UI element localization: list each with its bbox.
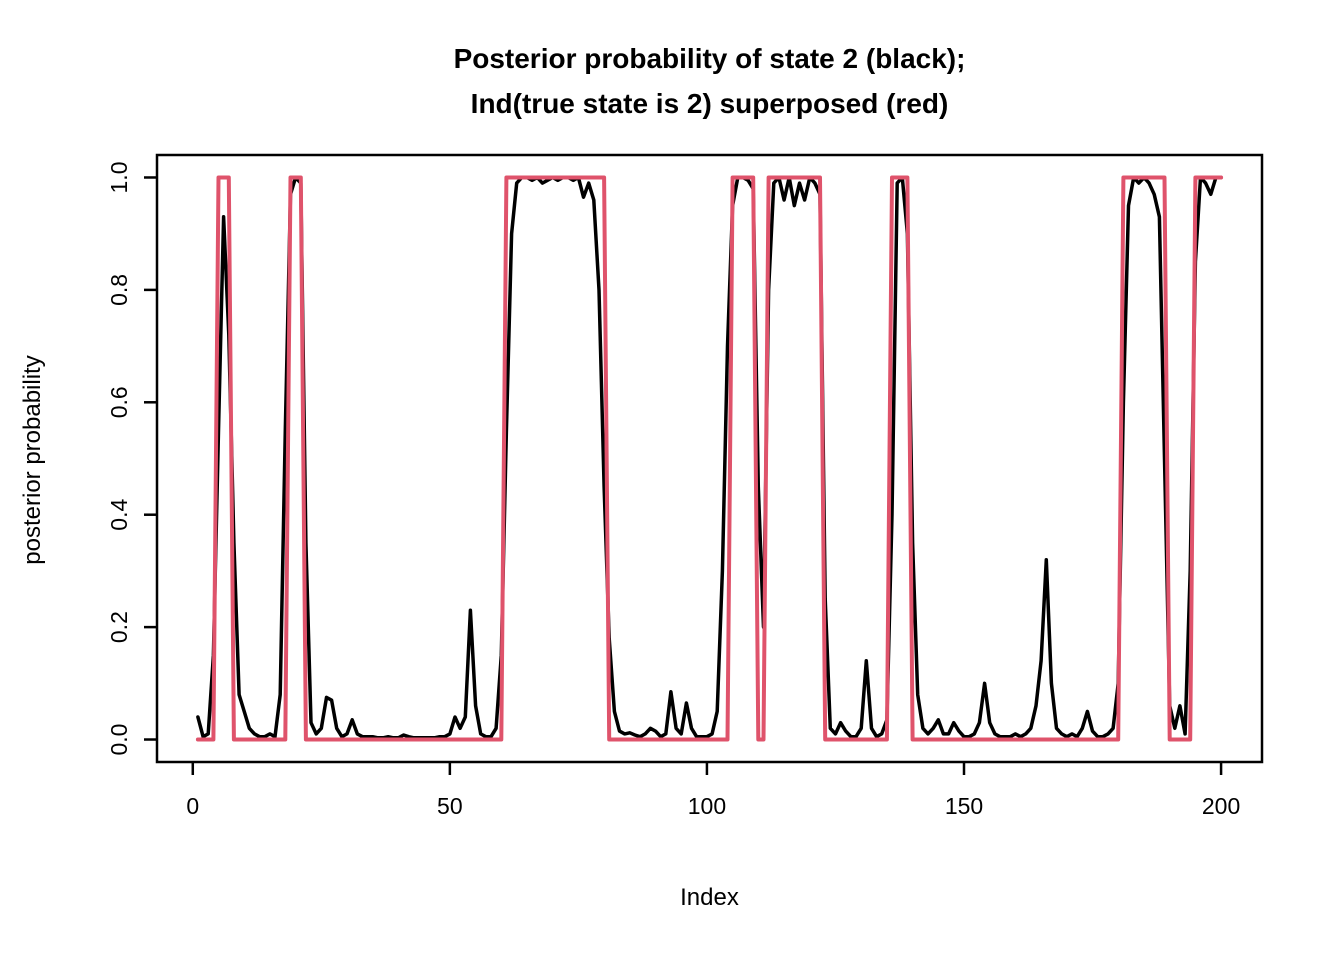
y-axis-tick-label: 0.4 <box>106 499 132 531</box>
plot-box <box>155 153 1264 764</box>
y-axis-tick-label: 0.0 <box>106 724 132 756</box>
x-axis-title: Index <box>680 884 739 911</box>
true-state-indicator-line <box>195 175 1224 742</box>
y-axis-tick-label: 0.2 <box>106 611 132 643</box>
x-axis-tick-label: 150 <box>945 793 983 819</box>
x-axis-tick-label: 0 <box>186 793 199 819</box>
y-axis-tick-label: 1.0 <box>106 161 132 193</box>
x-axis-tick-label: 50 <box>437 793 463 819</box>
chart-title: Posterior probability of state 2 (black)… <box>157 36 1262 126</box>
chart-title-line-2: Ind(true state is 2) superposed (red) <box>470 88 949 119</box>
posterior-probability-line <box>196 175 1223 740</box>
chart-title-line-1: Posterior probability of state 2 (black)… <box>453 43 966 74</box>
y-axis-tick-label: 0.6 <box>106 386 132 418</box>
x-axis-tick-label: 100 <box>688 793 726 819</box>
y-axis-tick-label: 0.8 <box>106 274 132 306</box>
x-axis-tick-label: 200 <box>1202 793 1240 819</box>
y-axis-title: posterior probability <box>19 355 46 565</box>
